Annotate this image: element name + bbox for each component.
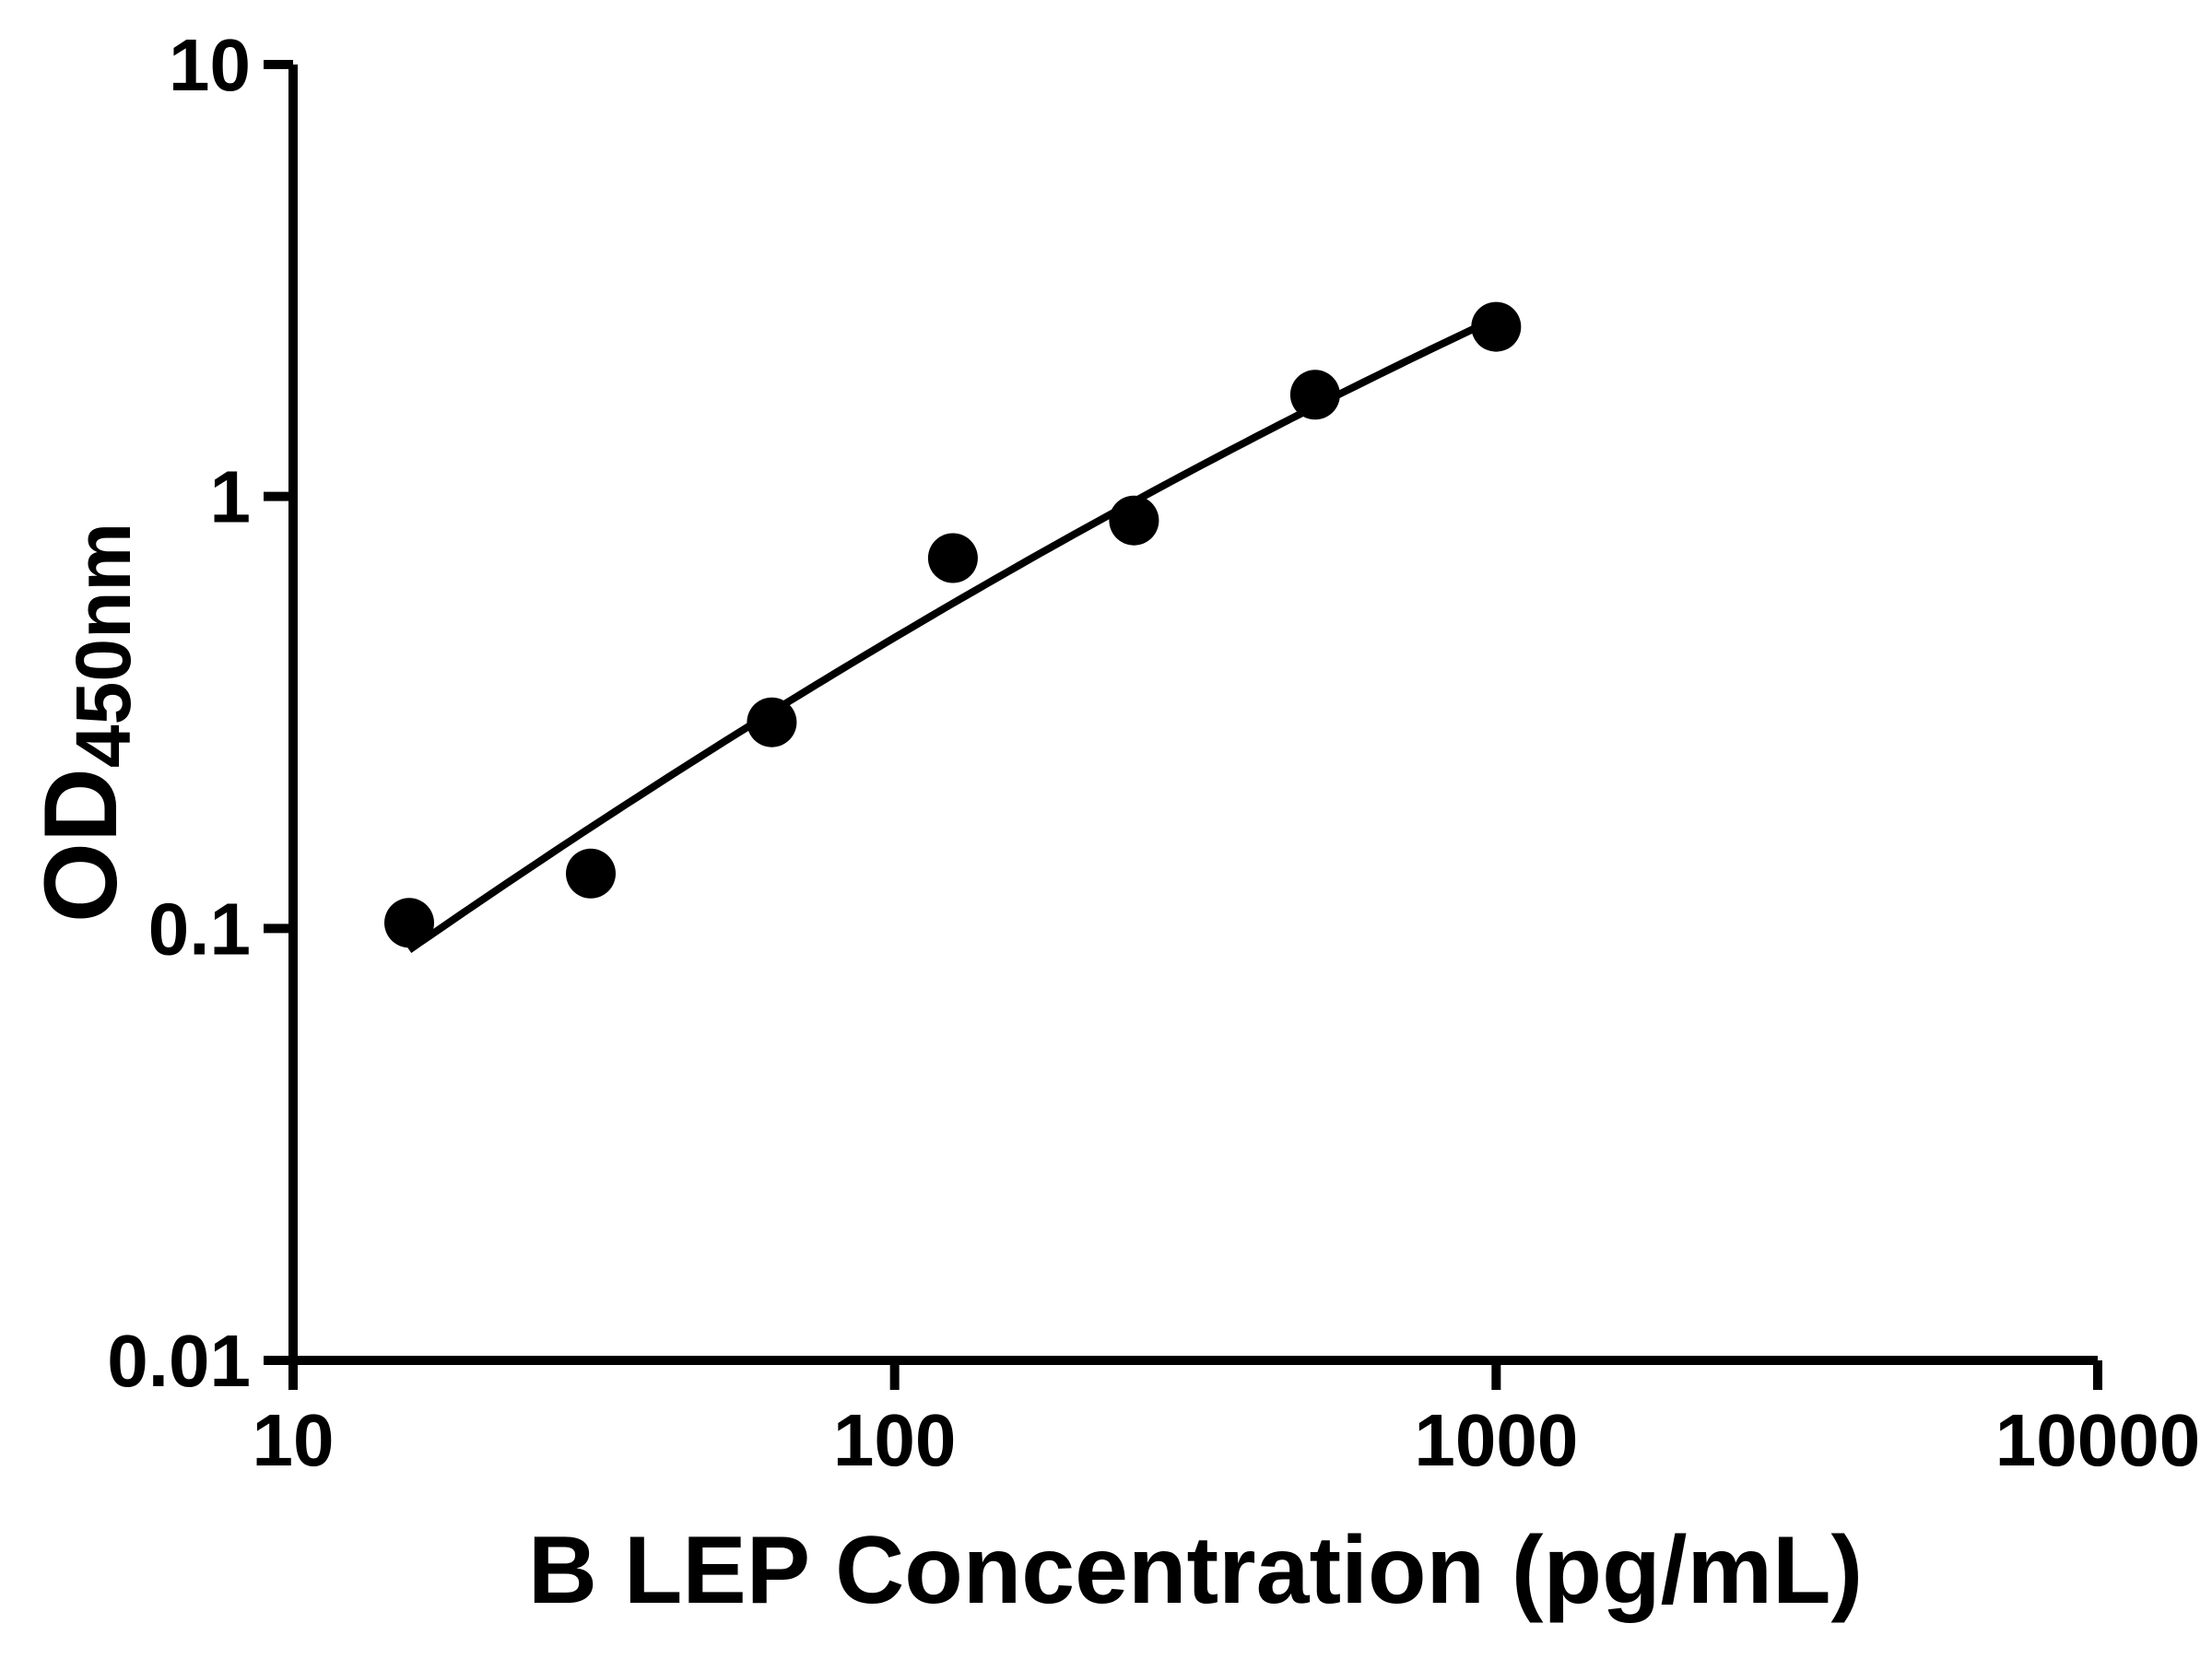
- data-point: [1109, 495, 1159, 546]
- x-tick-label: 1000: [1414, 1399, 1578, 1481]
- data-point: [747, 697, 797, 747]
- axes-line: [288, 65, 2098, 1365]
- x-tick-label: 10: [253, 1399, 335, 1481]
- x-tick-label: 10000: [1995, 1399, 2200, 1481]
- data-point: [384, 898, 434, 948]
- fit-curve: [406, 314, 1498, 953]
- y-tick-label: 1: [210, 456, 252, 538]
- data-point: [1289, 370, 1340, 420]
- data-point: [566, 848, 616, 899]
- data-point: [927, 533, 978, 583]
- y-axis-title-subscript: 450nm: [60, 522, 147, 769]
- x-axis-title: B LEP Concentration (pg/mL): [527, 1517, 1864, 1624]
- y-tick-label: 10: [169, 24, 251, 106]
- x-tick-label: 100: [833, 1399, 956, 1481]
- y-tick-label: 0.1: [148, 888, 251, 970]
- y-tick-label: 0.01: [107, 1320, 251, 1402]
- y-axis-title-main: OD: [22, 768, 138, 924]
- data-point: [1471, 301, 1522, 352]
- y-axis-title: OD450nm: [21, 523, 148, 923]
